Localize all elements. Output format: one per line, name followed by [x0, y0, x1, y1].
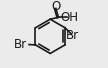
Text: OH: OH: [61, 11, 79, 24]
Text: Br: Br: [66, 29, 79, 42]
Text: O: O: [51, 0, 60, 13]
Text: Br: Br: [14, 38, 27, 51]
